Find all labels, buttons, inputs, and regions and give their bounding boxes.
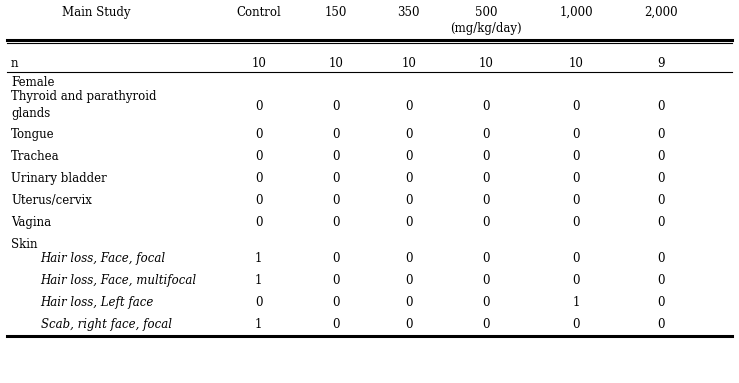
Text: 10: 10 <box>251 57 266 70</box>
Text: 0: 0 <box>483 274 490 287</box>
Text: 0: 0 <box>405 150 412 163</box>
Text: 0: 0 <box>333 318 340 331</box>
Text: 0: 0 <box>573 128 580 141</box>
Text: 0: 0 <box>658 150 665 163</box>
Text: 0: 0 <box>658 274 665 287</box>
Text: 0: 0 <box>333 172 340 185</box>
Text: 0: 0 <box>483 194 490 207</box>
Text: 0: 0 <box>573 252 580 265</box>
Text: 0: 0 <box>255 296 262 309</box>
Text: Uterus/cervix: Uterus/cervix <box>11 194 92 207</box>
Text: 150: 150 <box>325 6 347 19</box>
Text: 350: 350 <box>398 6 420 19</box>
Text: 9: 9 <box>658 57 665 70</box>
Text: 0: 0 <box>483 296 490 309</box>
Text: 10: 10 <box>479 57 494 70</box>
Text: 0: 0 <box>483 150 490 163</box>
Text: 0: 0 <box>333 252 340 265</box>
Text: 0: 0 <box>483 100 490 113</box>
Text: 1,000: 1,000 <box>559 6 593 19</box>
Text: 0: 0 <box>573 150 580 163</box>
Text: 0: 0 <box>333 274 340 287</box>
Text: 0: 0 <box>405 128 412 141</box>
Text: 0: 0 <box>405 274 412 287</box>
Text: 0: 0 <box>333 128 340 141</box>
Text: 0: 0 <box>483 172 490 185</box>
Text: 0: 0 <box>483 318 490 331</box>
Text: 0: 0 <box>405 252 412 265</box>
Text: 0: 0 <box>255 100 262 113</box>
Text: Hair loss, Left face: Hair loss, Left face <box>41 296 154 309</box>
Text: 0: 0 <box>573 274 580 287</box>
Text: 0: 0 <box>405 318 412 331</box>
Text: 0: 0 <box>658 128 665 141</box>
Text: 0: 0 <box>483 128 490 141</box>
Text: 0: 0 <box>658 194 665 207</box>
Text: 0: 0 <box>255 172 262 185</box>
Text: Hair loss, Face, multifocal: Hair loss, Face, multifocal <box>41 274 197 287</box>
Text: 0: 0 <box>333 100 340 113</box>
Text: (mg/kg/day): (mg/kg/day) <box>451 22 522 35</box>
Text: Thyroid and parathyroid
glands: Thyroid and parathyroid glands <box>11 90 157 120</box>
Text: 0: 0 <box>483 216 490 229</box>
Text: 2,000: 2,000 <box>644 6 678 19</box>
Text: Hair loss, Face, focal: Hair loss, Face, focal <box>41 252 166 265</box>
Text: 0: 0 <box>333 296 340 309</box>
Text: 10: 10 <box>329 57 344 70</box>
Text: Trachea: Trachea <box>11 150 60 163</box>
Text: 1: 1 <box>255 274 262 287</box>
Text: 0: 0 <box>573 194 580 207</box>
Text: 0: 0 <box>573 172 580 185</box>
Text: 0: 0 <box>255 150 262 163</box>
Text: 0: 0 <box>255 128 262 141</box>
Text: Female: Female <box>11 76 55 89</box>
Text: 0: 0 <box>405 216 412 229</box>
Text: 0: 0 <box>573 100 580 113</box>
Text: 0: 0 <box>333 216 340 229</box>
Text: Vagina: Vagina <box>11 216 51 229</box>
Text: 0: 0 <box>405 100 412 113</box>
Text: 0: 0 <box>405 194 412 207</box>
Text: 0: 0 <box>658 100 665 113</box>
Text: 0: 0 <box>255 216 262 229</box>
Text: 0: 0 <box>405 172 412 185</box>
Text: Tongue: Tongue <box>11 128 55 141</box>
Text: 0: 0 <box>255 194 262 207</box>
Text: 0: 0 <box>483 252 490 265</box>
Text: 1: 1 <box>255 252 262 265</box>
Text: 0: 0 <box>658 318 665 331</box>
Text: 0: 0 <box>658 216 665 229</box>
Text: Main Study: Main Study <box>62 6 130 19</box>
Text: 0: 0 <box>658 296 665 309</box>
Text: 1: 1 <box>573 296 580 309</box>
Text: n: n <box>11 57 18 70</box>
Text: 500: 500 <box>475 6 497 19</box>
Text: Control: Control <box>236 6 281 19</box>
Text: Urinary bladder: Urinary bladder <box>11 172 107 185</box>
Text: Scab, right face, focal: Scab, right face, focal <box>41 318 171 331</box>
Text: 0: 0 <box>658 172 665 185</box>
Text: 0: 0 <box>573 318 580 331</box>
Text: 0: 0 <box>658 252 665 265</box>
Text: 0: 0 <box>405 296 412 309</box>
Text: 10: 10 <box>569 57 584 70</box>
Text: 0: 0 <box>333 150 340 163</box>
Text: 10: 10 <box>401 57 416 70</box>
Text: 1: 1 <box>255 318 262 331</box>
Text: 0: 0 <box>573 216 580 229</box>
Text: Skin: Skin <box>11 238 38 251</box>
Text: 0: 0 <box>333 194 340 207</box>
